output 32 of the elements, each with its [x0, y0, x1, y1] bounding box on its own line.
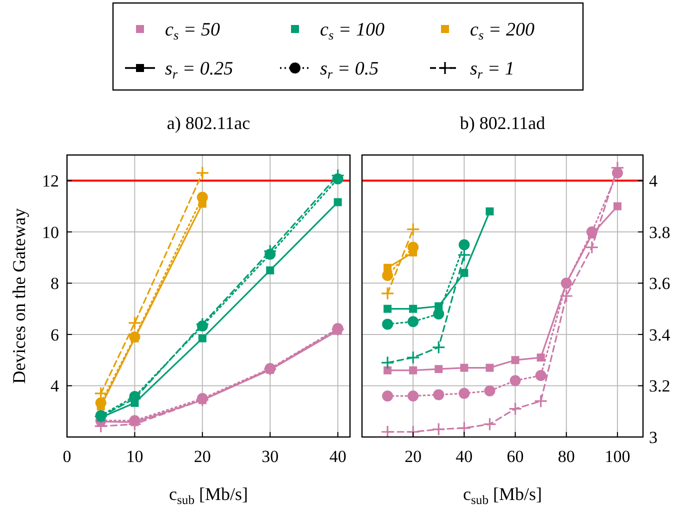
y2-tick-label: 3 — [649, 428, 658, 447]
y2-tick-label: 3.6 — [649, 274, 670, 294]
y-axis-title: Devices on the Gateway — [9, 208, 29, 384]
legend-label: c$_{s}$ = 50 — [165, 20, 220, 43]
legend-label: s$_{r}$ = 1 — [470, 58, 514, 82]
y2-tick-label: 3.4 — [649, 325, 671, 344]
x-tick-label: 30 — [262, 447, 279, 466]
chart-title: b) 802.11ad — [460, 113, 546, 133]
y2-tick-label: 4 — [649, 172, 658, 191]
x-tick-label: 20 — [404, 447, 422, 466]
y-tick-label: 8 — [50, 274, 59, 294]
x-tick-label: 0 — [62, 447, 72, 466]
legend-label: c$_{s}$ = 200 — [470, 20, 535, 43]
y-tick-label: 12 — [42, 172, 59, 191]
x-axis-title: c$_{sub}$ [Mb/s] — [463, 484, 542, 507]
legend-label: s$_{r}$ = 0.5 — [320, 58, 379, 82]
chart-title: a) 802.11ac — [166, 113, 250, 133]
x-tick-label: 10 — [126, 447, 144, 466]
x-tick-label: 40 — [456, 447, 473, 466]
x-axis-title: c$_{sub}$ [Mb/s] — [169, 484, 248, 507]
legend-label: s$_{r}$ = 0.25 — [165, 58, 234, 82]
y-tick-label: 4 — [50, 376, 60, 396]
x-tick-label: 60 — [506, 447, 524, 466]
y-tick-label: 10 — [42, 222, 59, 242]
x-tick-label: 100 — [604, 447, 630, 466]
y2-tick-label: 3.2 — [649, 376, 670, 396]
y2-tick-label: 3.8 — [649, 222, 670, 242]
legend-label: c$_{s}$ = 100 — [320, 20, 385, 43]
x-tick-label: 80 — [558, 447, 575, 466]
x-tick-label: 20 — [194, 447, 211, 466]
y-tick-label: 6 — [50, 325, 59, 344]
x-tick-label: 40 — [329, 447, 346, 466]
